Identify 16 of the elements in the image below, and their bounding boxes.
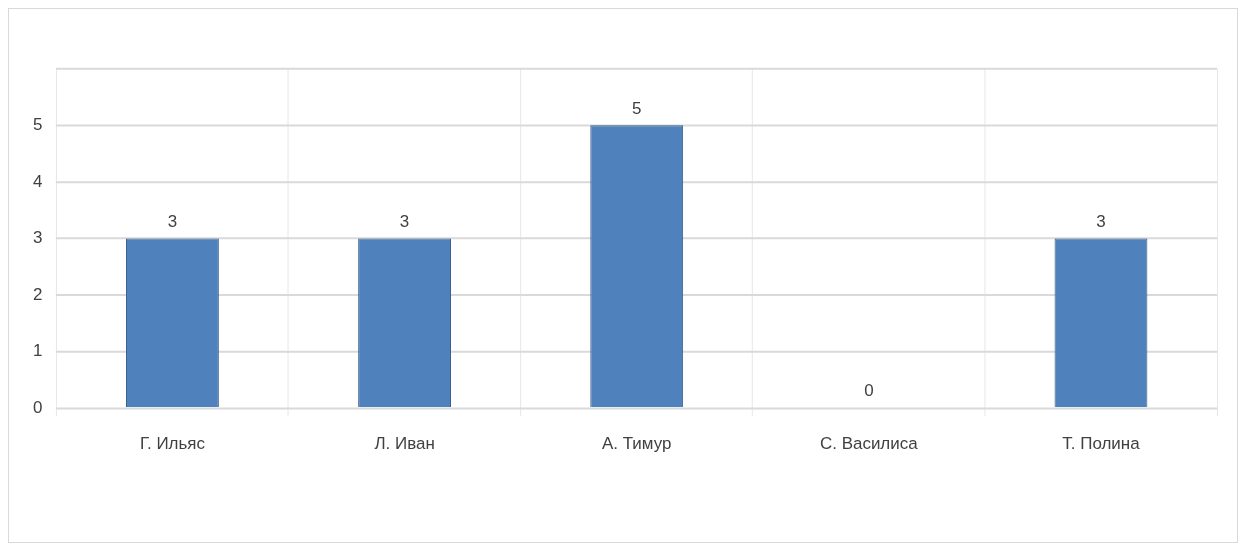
x-tick-label: С. Василиса <box>820 433 919 453</box>
x-tick-label: Т. Полина <box>1062 433 1141 453</box>
x-tick-label: Г. Ильяс <box>139 433 206 453</box>
y-tick-label: 2 <box>32 284 43 304</box>
x-tick-label: Л. Иван <box>374 433 435 453</box>
y-tick-label: 4 <box>32 171 43 191</box>
data-label: 3 <box>1096 211 1106 231</box>
data-label: 0 <box>864 381 874 401</box>
data-label: 3 <box>167 211 178 231</box>
data-label: 5 <box>631 98 642 118</box>
y-tick-label: 5 <box>32 115 43 134</box>
y-tick-label: 0 <box>32 397 43 417</box>
y-tick-label: 1 <box>32 341 43 361</box>
y-tick-label: 3 <box>32 228 43 248</box>
data-label: 3 <box>399 211 410 231</box>
x-tick-label: А. Тимур <box>602 433 672 453</box>
